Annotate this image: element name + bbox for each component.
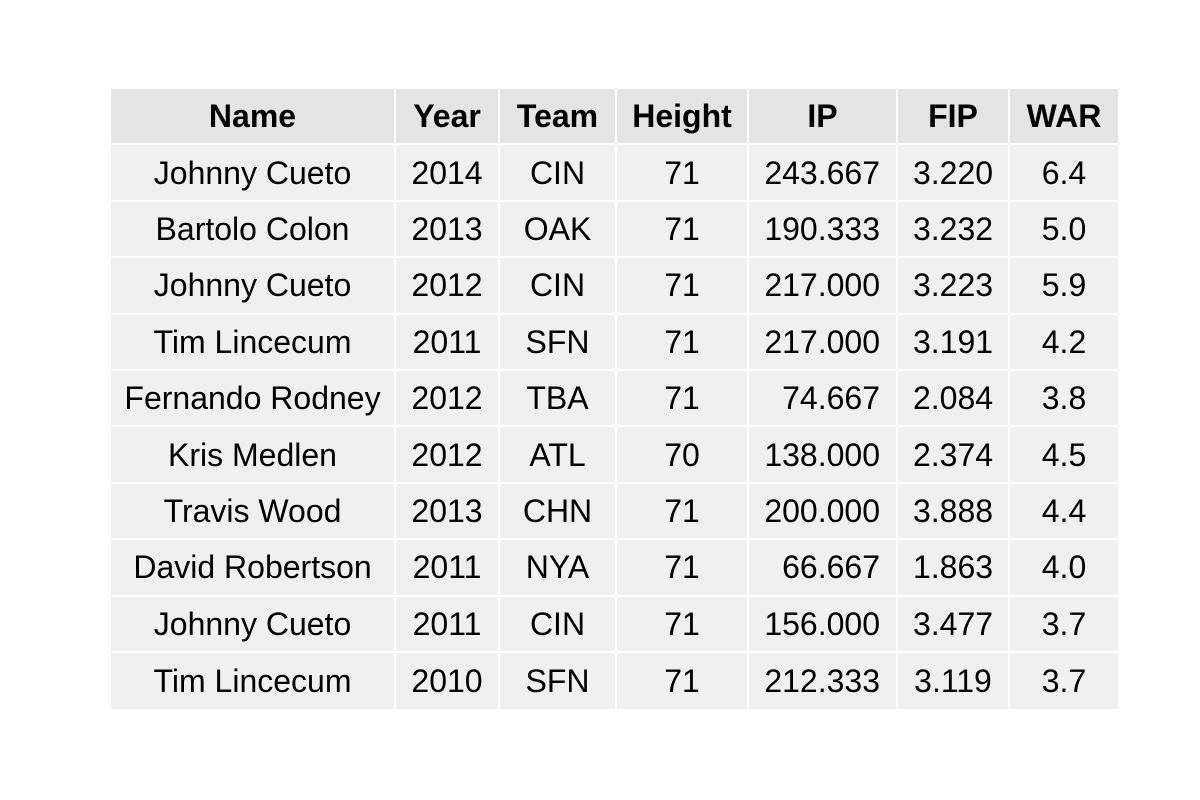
cell-team: OAK — [500, 201, 617, 259]
cell-ip: 138.000 — [749, 427, 898, 484]
cell-war: 3.8 — [1010, 370, 1118, 428]
cell-team: CHN — [500, 483, 617, 541]
cell-name: Johnny Cueto — [111, 145, 396, 202]
cell-year: 2013 — [396, 483, 500, 541]
cell-team: TBA — [500, 370, 617, 428]
cell-height: 71 — [617, 596, 749, 653]
table-body: Johnny Cueto 2014 CIN 71 243.667 3.220 6.4 Bart… — [111, 145, 1118, 710]
cell-height: 71 — [617, 370, 749, 428]
cell-war: 4.4 — [1010, 483, 1118, 541]
cell-name: Travis Wood — [111, 483, 396, 541]
cell-war: 5.0 — [1010, 201, 1118, 259]
cell-height: 71 — [617, 483, 749, 541]
column-header-year: Year — [396, 89, 500, 146]
table-row: Tim Lincecum 2010 SFN 71 212.333 3.119 3.7 — [111, 652, 1118, 710]
cell-team: CIN — [500, 258, 617, 315]
cell-team: SFN — [500, 314, 617, 371]
cell-team: ATL — [500, 427, 617, 484]
cell-ip: 74.667 — [749, 370, 898, 428]
cell-name: Tim Lincecum — [111, 652, 396, 710]
cell-fip: 3.477 — [898, 596, 1010, 653]
table-row: Kris Medlen 2012 ATL 70 138.000 2.374 4.5 — [111, 427, 1118, 484]
header-row: Name Year Team Height IP FIP WAR — [111, 89, 1118, 146]
cell-year: 2012 — [396, 427, 500, 484]
cell-year: 2012 — [396, 370, 500, 428]
cell-fip: 3.223 — [898, 258, 1010, 315]
column-header-fip: FIP — [898, 89, 1010, 146]
cell-team: CIN — [500, 596, 617, 653]
cell-fip: 3.191 — [898, 314, 1010, 371]
column-header-team: Team — [500, 89, 617, 146]
cell-war: 6.4 — [1010, 145, 1118, 202]
cell-height: 71 — [617, 201, 749, 259]
cell-fip: 3.888 — [898, 483, 1010, 541]
cell-team: CIN — [500, 145, 617, 202]
column-header-war: WAR — [1010, 89, 1118, 146]
cell-ip: 156.000 — [749, 596, 898, 653]
cell-name: Bartolo Colon — [111, 201, 396, 259]
cell-height: 71 — [617, 314, 749, 371]
cell-war: 4.2 — [1010, 314, 1118, 371]
cell-team: NYA — [500, 540, 617, 597]
pitcher-stats-table: Name Year Team Height IP FIP WAR Johnny … — [111, 89, 1118, 710]
cell-ip: 243.667 — [749, 145, 898, 202]
cell-ip: 200.000 — [749, 483, 898, 541]
cell-height: 71 — [617, 540, 749, 597]
cell-fip: 3.220 — [898, 145, 1010, 202]
cell-war: 5.9 — [1010, 258, 1118, 315]
table-row: Johnny Cueto 2011 CIN 71 156.000 3.477 3.7 — [111, 596, 1118, 653]
cell-height: 71 — [617, 652, 749, 710]
table-row: Tim Lincecum 2011 SFN 71 217.000 3.191 4.2 — [111, 314, 1118, 371]
cell-year: 2012 — [396, 258, 500, 315]
stats-table-container: Name Year Team Height IP FIP WAR Johnny … — [111, 89, 1118, 710]
table-row: Johnny Cueto 2012 CIN 71 217.000 3.223 5.9 — [111, 258, 1118, 315]
table-row: Johnny Cueto 2014 CIN 71 243.667 3.220 6.4 — [111, 145, 1118, 202]
column-header-ip: IP — [749, 89, 898, 146]
cell-fip: 3.232 — [898, 201, 1010, 259]
cell-year: 2013 — [396, 201, 500, 259]
cell-fip: 3.119 — [898, 652, 1010, 710]
cell-war: 4.0 — [1010, 540, 1118, 597]
cell-war: 4.5 — [1010, 427, 1118, 484]
cell-height: 71 — [617, 258, 749, 315]
cell-ip: 212.333 — [749, 652, 898, 710]
cell-fip: 2.374 — [898, 427, 1010, 484]
cell-year: 2011 — [396, 314, 500, 371]
cell-ip: 190.333 — [749, 201, 898, 259]
cell-fip: 1.863 — [898, 540, 1010, 597]
cell-year: 2014 — [396, 145, 500, 202]
cell-name: Tim Lincecum — [111, 314, 396, 371]
table-row: Travis Wood 2013 CHN 71 200.000 3.888 4.4 — [111, 483, 1118, 541]
cell-war: 3.7 — [1010, 596, 1118, 653]
column-header-name: Name — [111, 89, 396, 146]
cell-ip: 217.000 — [749, 258, 898, 315]
cell-name: Johnny Cueto — [111, 258, 396, 315]
table-row: David Robertson 2011 NYA 71 66.667 1.863 4.0 — [111, 540, 1118, 597]
cell-year: 2011 — [396, 540, 500, 597]
column-header-height: Height — [617, 89, 749, 146]
cell-year: 2011 — [396, 596, 500, 653]
table-row: Fernando Rodney 2012 TBA 71 74.667 2.084 3.8 — [111, 370, 1118, 428]
cell-name: Fernando Rodney — [111, 370, 396, 428]
cell-height: 71 — [617, 145, 749, 202]
cell-name: Johnny Cueto — [111, 596, 396, 653]
cell-ip: 217.000 — [749, 314, 898, 371]
table-row: Bartolo Colon 2013 OAK 71 190.333 3.232 5.0 — [111, 201, 1118, 259]
cell-height: 70 — [617, 427, 749, 484]
cell-war: 3.7 — [1010, 652, 1118, 710]
cell-name: Kris Medlen — [111, 427, 396, 484]
cell-year: 2010 — [396, 652, 500, 710]
cell-ip: 66.667 — [749, 540, 898, 597]
cell-name: David Robertson — [111, 540, 396, 597]
cell-team: SFN — [500, 652, 617, 710]
cell-fip: 2.084 — [898, 370, 1010, 428]
